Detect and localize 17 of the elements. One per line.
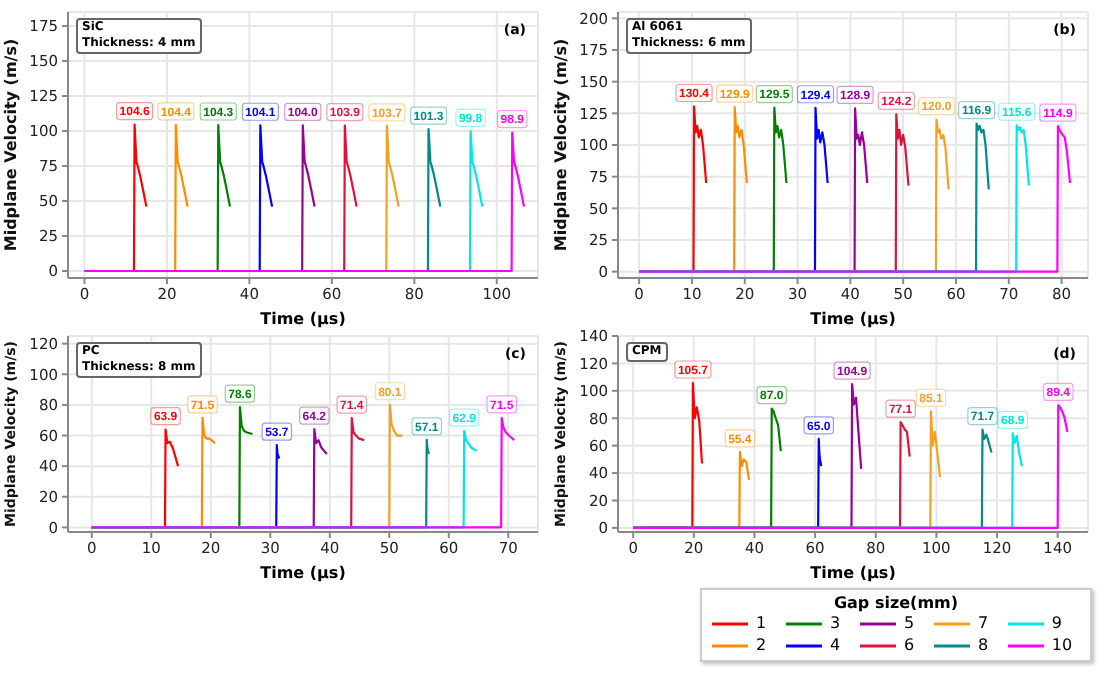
- x-axis-title: Time (μs): [808, 310, 898, 330]
- y-axis-title: Midplane Velocity (m/s): [551, 38, 570, 252]
- legend-label: 7: [977, 614, 989, 632]
- y-axis-title: Midplane Velocity (m/s): [1, 38, 20, 252]
- legend-label: 6: [903, 636, 915, 654]
- legend-label: 8: [977, 636, 989, 654]
- legend-title: Gap size(mm): [831, 594, 961, 612]
- legend-label: 2: [756, 636, 767, 654]
- legend-label: 1: [756, 614, 767, 632]
- legend-label: 3: [829, 614, 841, 632]
- legend-label: 4: [829, 636, 841, 654]
- legend-label: 10: [1051, 636, 1073, 654]
- legend-label: 5: [903, 614, 915, 632]
- x-axis-title: Time (μs): [808, 564, 898, 584]
- x-axis-title: Time (μs): [258, 310, 348, 330]
- legend-label: 9: [1051, 614, 1063, 632]
- x-axis-title: Time (μs): [258, 564, 348, 584]
